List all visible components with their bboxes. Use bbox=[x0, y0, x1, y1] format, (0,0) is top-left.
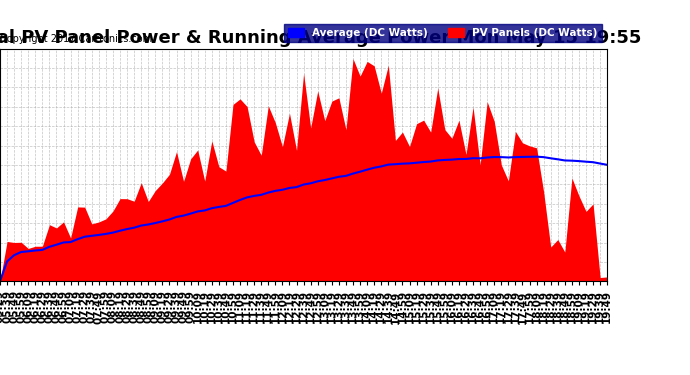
Title: Total PV Panel Power & Running Average Power Mon May 15 19:55: Total PV Panel Power & Running Average P… bbox=[0, 29, 641, 47]
Legend: Average (DC Watts), PV Panels (DC Watts): Average (DC Watts), PV Panels (DC Watts) bbox=[284, 24, 602, 42]
Text: Copyright 2017 Cartronics.com: Copyright 2017 Cartronics.com bbox=[0, 34, 152, 44]
